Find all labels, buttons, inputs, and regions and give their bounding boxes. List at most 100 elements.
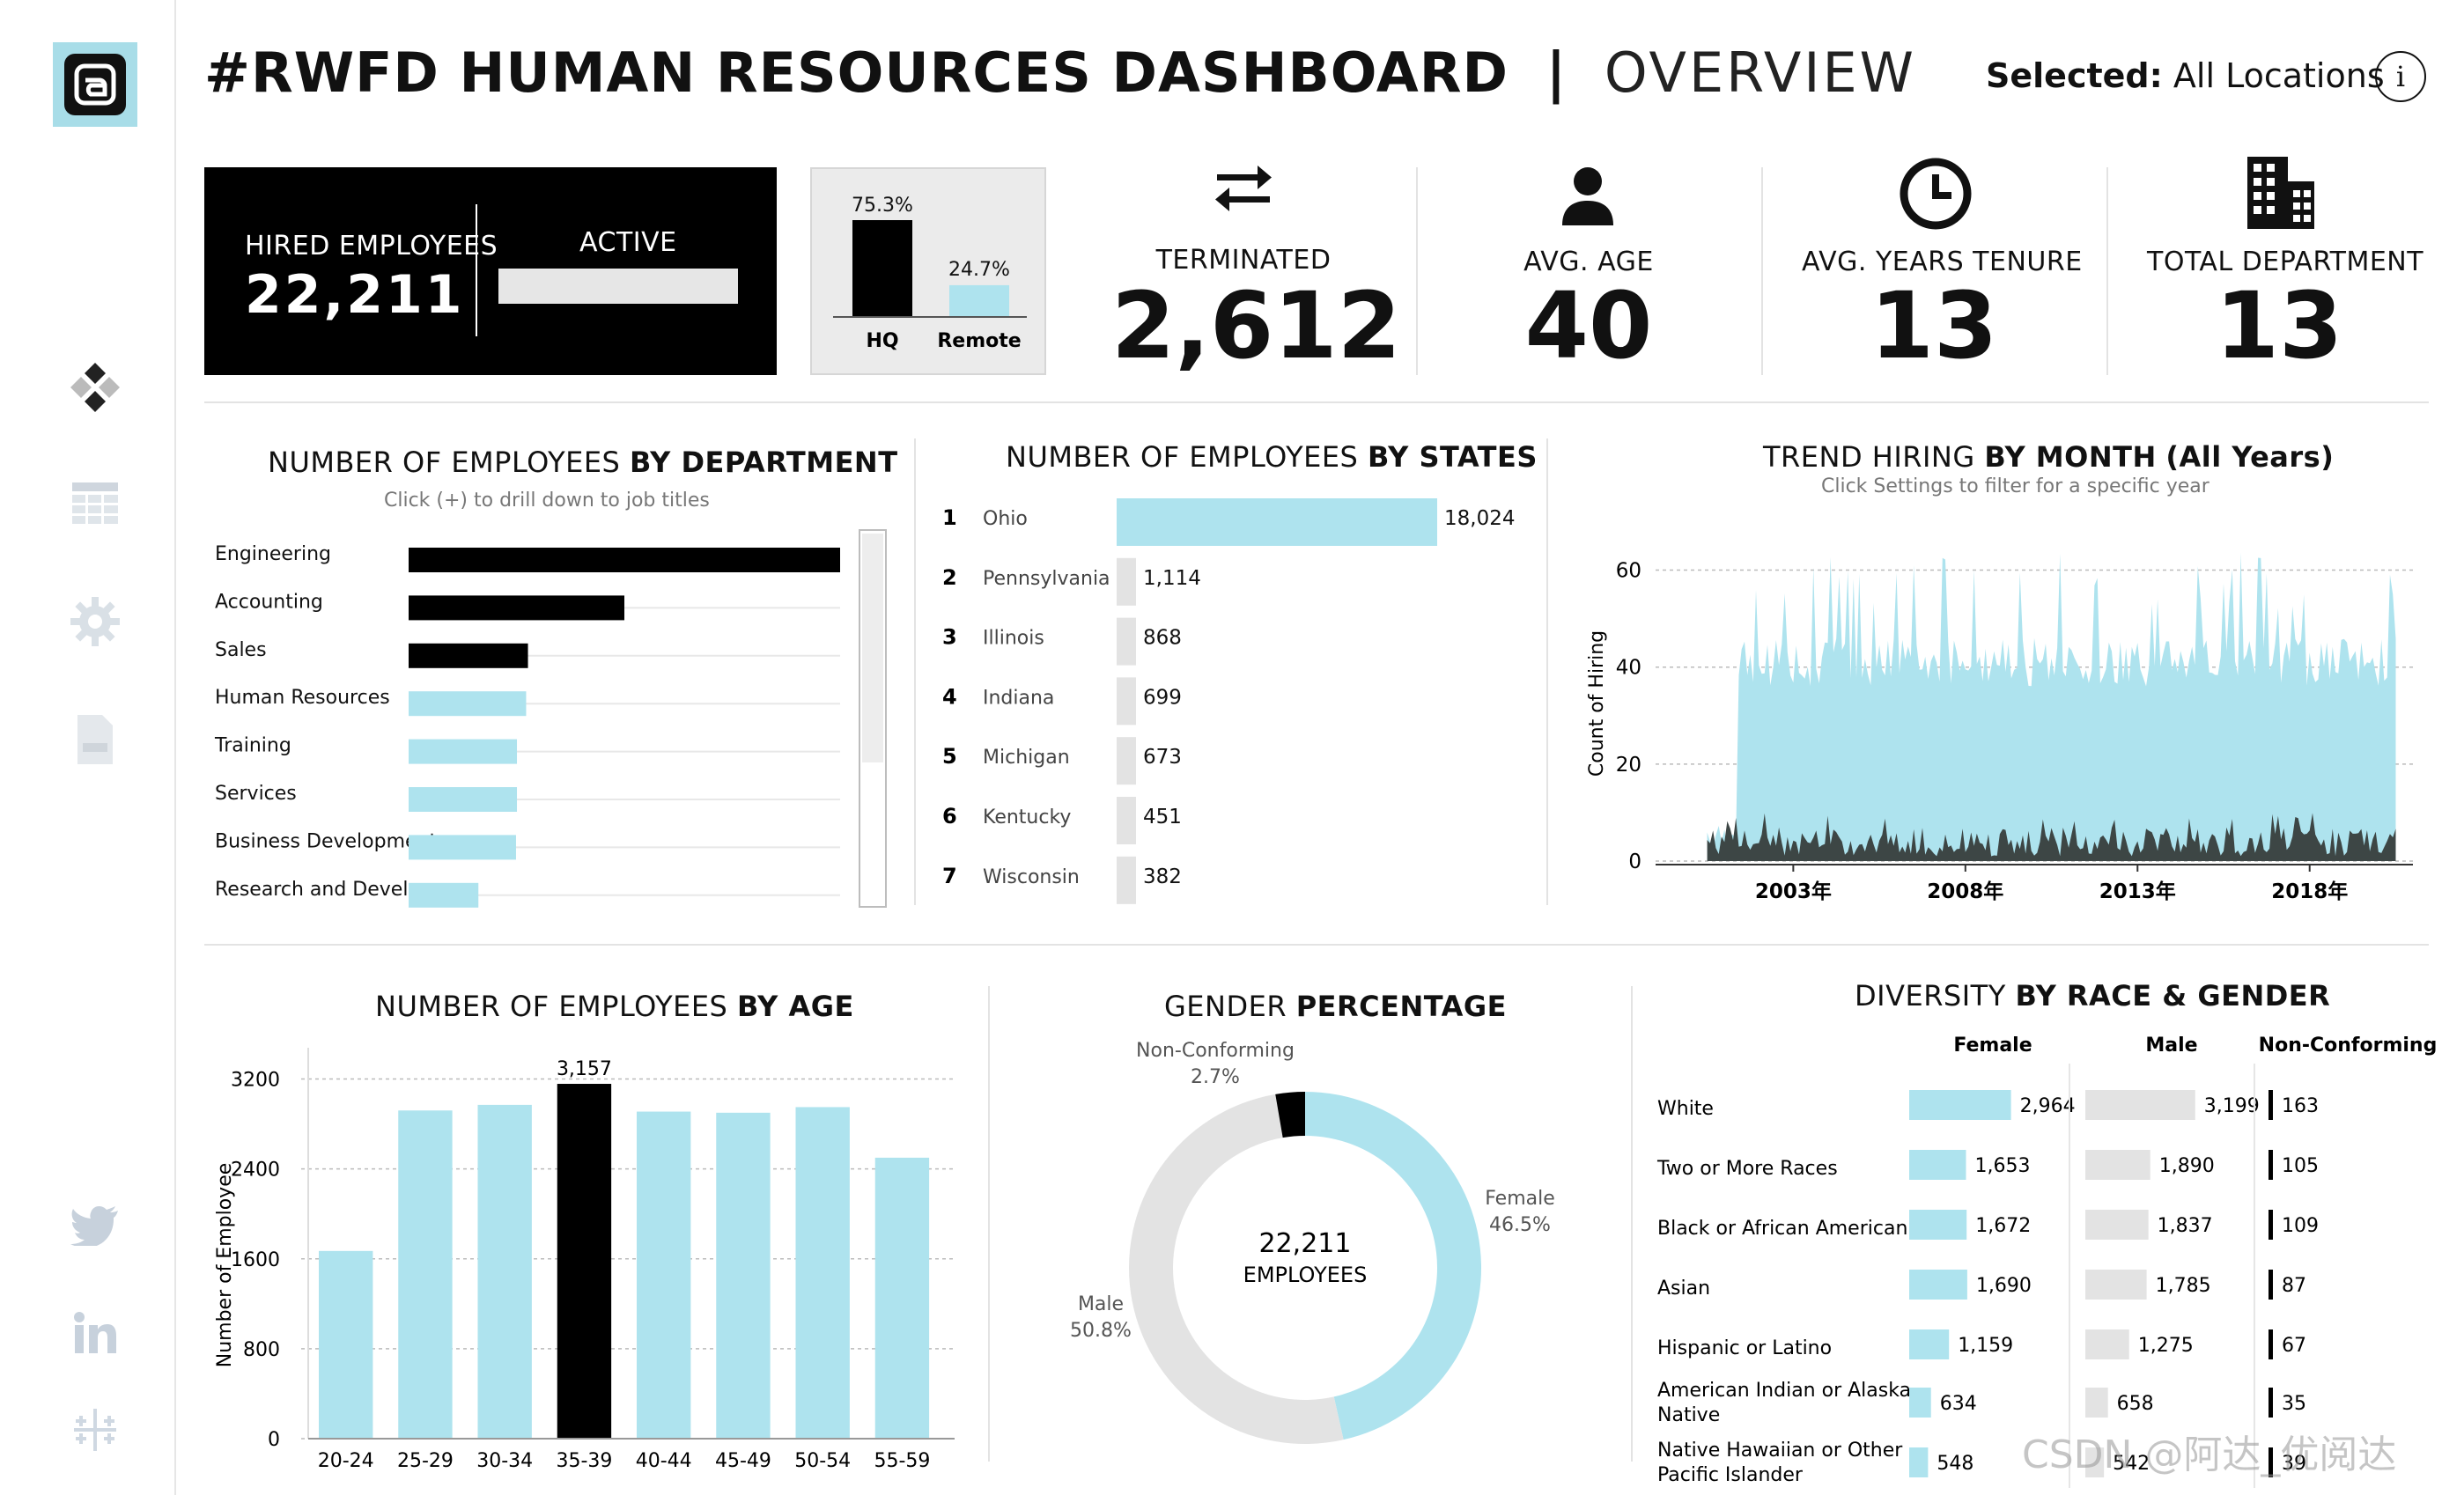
linkedin-icon[interactable] [63, 1301, 127, 1365]
diversity-row-label: White [1657, 1098, 1714, 1120]
tenure-value: 13 [1870, 272, 1998, 379]
diversity-row-label: Native [1657, 1404, 1720, 1426]
dept-tick-label: Human Resources [215, 687, 390, 709]
location-filter[interactable]: Selected: All Locations [1986, 56, 2385, 95]
female-pct: 46.5% [1489, 1214, 1551, 1236]
terminated-value: 2,612 [1111, 272, 1401, 379]
diversity-bar-non-conforming [2269, 1210, 2273, 1240]
terminated-area [1707, 813, 2396, 861]
gender-slice-female [1305, 1092, 1481, 1440]
state-rank: 3 [942, 625, 957, 650]
state-name: Wisconsin [983, 866, 1080, 888]
diversity-row-label: Asian [1657, 1278, 1710, 1300]
diversity-value-label: 105 [2282, 1155, 2319, 1177]
section-divider [914, 438, 916, 905]
gender-slice-male [1129, 1094, 1344, 1444]
dept-tick-label: Sales [215, 639, 267, 661]
dept-bar [409, 548, 840, 572]
gender-slice-non-conforming [1275, 1092, 1305, 1138]
hired-kpi-card: HIRED EMPLOYEES 22,211 ACTIVE [204, 167, 777, 375]
trend-ylabel: Count of Hiring [1586, 630, 1608, 777]
diversity-bar-female [1909, 1447, 1929, 1477]
active-label: ACTIVE [579, 227, 677, 258]
row-divider [204, 944, 2429, 946]
diversity-bar-male [2085, 1210, 2149, 1240]
diversity-value-label: 1,690 [1976, 1275, 2032, 1297]
trend-ytick: 40 [1616, 657, 1641, 680]
diversity-bar-female [1909, 1270, 1967, 1300]
age-bar [795, 1107, 850, 1439]
trend-title-bold: BY MONTH [1984, 440, 2157, 474]
diversity-bar-male [2085, 1150, 2150, 1180]
diversity-bar-female [1909, 1329, 1950, 1359]
diversity-value-label: 87 [2282, 1275, 2306, 1297]
male-label: Male [1078, 1293, 1124, 1315]
states-chart: 1 Ohio 18,024 2 Pennsylvania 1,114 3 Illinois 86… [942, 498, 1515, 904]
age-ylabel: Number of Employee [214, 1163, 236, 1368]
tableau-icon[interactable] [63, 356, 127, 419]
diversity-row-label: Two or More Races [1656, 1158, 1838, 1180]
dept-tick-label: Accounting [215, 591, 323, 613]
settings-icon[interactable] [63, 590, 127, 653]
diversity-bar-male [2085, 1270, 2147, 1300]
hired-divider [476, 204, 477, 336]
logo-icon[interactable] [53, 42, 137, 127]
male-pct: 50.8% [1070, 1320, 1132, 1342]
age-xtick: 25-29 [397, 1450, 454, 1472]
age-title: NUMBER OF EMPLOYEES BY AGE [375, 990, 854, 1023]
diversity-bar-male [2085, 1329, 2129, 1359]
title-separator: | [1546, 41, 1568, 105]
age-ytick: 800 [243, 1339, 280, 1361]
trend-chart: Count of Hiring 0 20 40 60 2003年 2008年 2013年 201… [1586, 552, 2413, 903]
diversity-value-label: 35 [2282, 1393, 2306, 1415]
diversity-value-label: 1,785 [2156, 1275, 2211, 1297]
dept-bar [409, 835, 516, 860]
person-icon [1560, 166, 1615, 231]
hq-label: HQ [866, 330, 898, 352]
table-icon[interactable] [63, 472, 127, 535]
state-rank: 2 [942, 565, 957, 590]
age-title-bold: BY AGE [737, 990, 854, 1023]
diversity-title-light: DIVERSITY [1855, 979, 2006, 1013]
gender-chart: Non-Conforming 2.7% Female 46.5% Male 50… [1070, 1040, 1555, 1444]
state-value-label: 451 [1143, 806, 1182, 829]
hired-area [1707, 552, 2396, 861]
center-label: EMPLOYEES [1243, 1263, 1368, 1287]
diversity-title: DIVERSITY BY RACE & GENDER [1855, 979, 2330, 1013]
female-label: Female [1485, 1188, 1555, 1210]
diversity-value-label: 109 [2282, 1215, 2319, 1237]
hq-pct-label: 75.3% [852, 195, 913, 217]
state-value-label: 868 [1143, 627, 1182, 650]
title-bold: #RWFD HUMAN RESOURCES DASHBOARD [204, 41, 1509, 105]
pdf-icon[interactable] [63, 708, 127, 771]
age-label: AVG. AGE [1523, 247, 1654, 277]
age-ytick: 2400 [231, 1160, 280, 1182]
dept-scroll-thumb[interactable] [862, 534, 883, 762]
diversity-bar-non-conforming [2269, 1388, 2273, 1418]
diversity-value-label: 3,199 [2204, 1095, 2260, 1117]
state-name: Illinois [983, 628, 1044, 650]
twitter-icon[interactable] [63, 1194, 127, 1257]
diversity-chart: Female Male Non-Conforming White 2,964 3,199 1… [1656, 1035, 2437, 1488]
diversity-bar-non-conforming [2269, 1329, 2273, 1359]
diversity-row-label: American Indian or Alaska [1657, 1380, 1911, 1402]
section-divider [1546, 438, 1548, 905]
trend-subtitle: Click Settings to filter for a specific … [1821, 475, 2209, 497]
state-value-label: 18,024 [1444, 507, 1515, 530]
dept-bar [409, 643, 528, 668]
center-value: 22,211 [1259, 1228, 1352, 1259]
states-title: NUMBER OF EMPLOYEES BY STATES [1006, 440, 1538, 474]
trend-title-light: TREND HIRING [1763, 440, 1975, 474]
diversity-bar-non-conforming [2269, 1270, 2273, 1300]
gender-title: GENDER PERCENTAGE [1164, 990, 1507, 1023]
department-subtitle: Click (+) to drill down to job titles [384, 490, 710, 512]
tableau-public-icon[interactable] [63, 1398, 127, 1462]
diversity-value-label: 1,275 [2138, 1335, 2194, 1357]
states-title-light: NUMBER OF EMPLOYEES [1006, 440, 1359, 474]
info-button[interactable]: i [2375, 51, 2426, 102]
age-ytick: 1600 [231, 1249, 280, 1271]
age-xtick: 30-34 [476, 1450, 533, 1472]
building-icon [2244, 155, 2318, 234]
age-bar [319, 1250, 373, 1439]
hired-label: HIRED EMPLOYEES [245, 231, 498, 261]
